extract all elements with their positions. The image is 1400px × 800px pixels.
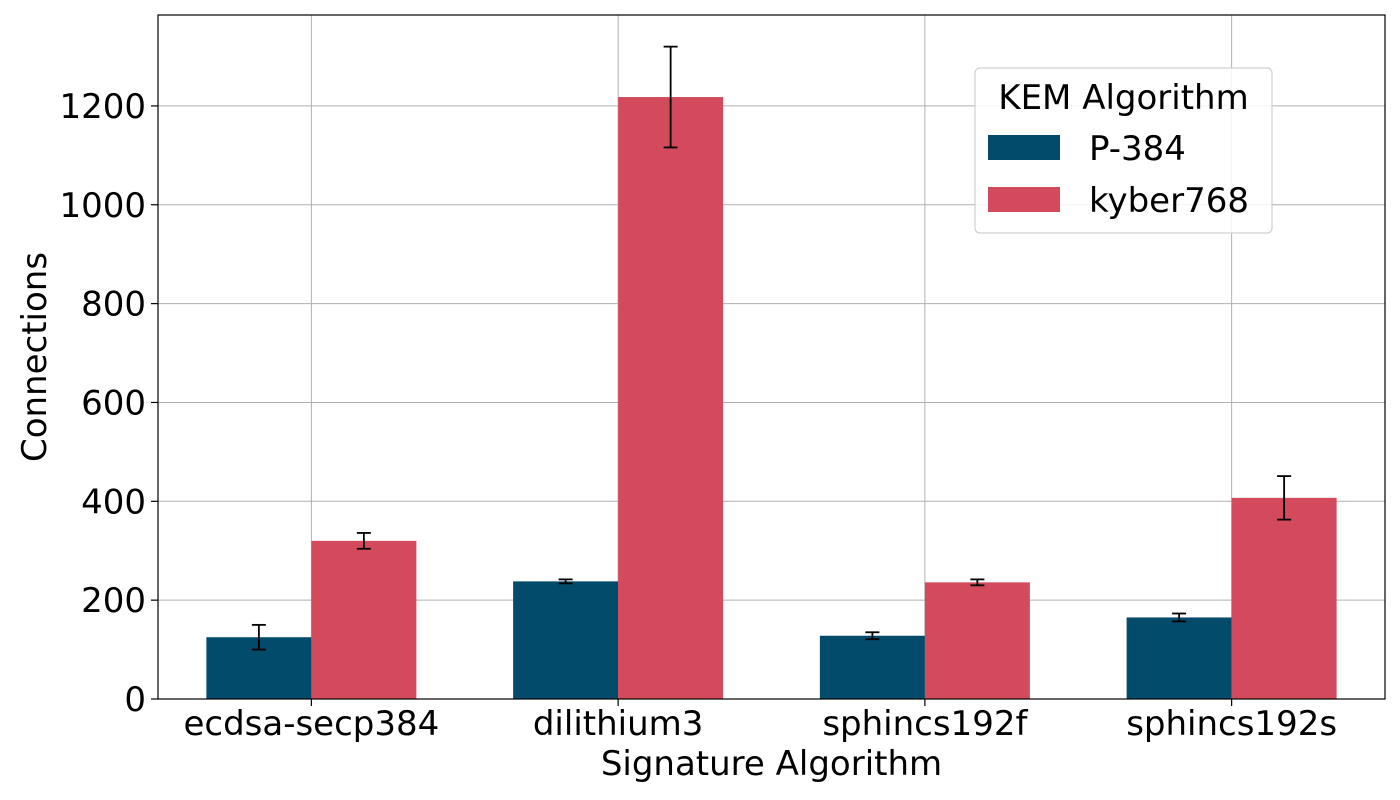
bar-kyber768 — [311, 540, 417, 699]
legend-items: P-384 kyber768 — [988, 129, 1249, 221]
x-tick-label: dilithium3 — [533, 704, 704, 744]
y-tick-label: 400 — [81, 482, 146, 522]
legend-swatch — [988, 187, 1060, 212]
x-axis-ticks: ecdsa-secp384 dilithium3 sphincs192f sphinc… — [183, 699, 1337, 744]
bar-kyber768 — [1231, 497, 1337, 699]
y-tick-label: 1000 — [59, 186, 146, 226]
y-tick-label: 0 — [124, 680, 146, 720]
legend-item: P-384 — [988, 129, 1186, 169]
error-bar — [663, 45, 678, 149]
error-bar — [865, 631, 880, 641]
y-tick-label: 200 — [81, 581, 146, 621]
plot-frame — [157, 14, 1386, 700]
y-tick-label: 1200 — [59, 87, 146, 127]
y-tick-label: 800 — [81, 285, 146, 325]
y-axis-ticks: 0 200 400 600 800 1000 1200 — [59, 87, 158, 720]
legend-label: P-384 — [1089, 129, 1186, 169]
bar-kyber768 — [924, 582, 1030, 699]
x-tick-label: sphincs192s — [1126, 704, 1337, 744]
legend-swatch — [988, 135, 1060, 160]
error-bar — [1277, 475, 1292, 521]
x-tick-label: ecdsa-secp384 — [183, 704, 439, 744]
x-axis-label: Signature Algorithm — [601, 744, 942, 784]
legend-label: kyber768 — [1089, 181, 1249, 221]
error-bar — [1172, 612, 1187, 623]
y-axis-label: Connections — [15, 252, 55, 462]
error-bar — [356, 532, 371, 550]
bars — [206, 97, 1337, 699]
x-tick-label: sphincs192f — [822, 704, 1028, 744]
bar-p-384 — [1126, 617, 1232, 699]
error-bar — [970, 578, 985, 587]
legend-title: KEM Algorithm — [998, 78, 1248, 118]
bar-p-384 — [513, 581, 619, 699]
y-tick-label: 600 — [81, 383, 146, 423]
legend: KEM Algorithm P-384 kyber768 — [974, 67, 1273, 234]
bar-p-384 — [819, 635, 925, 699]
bar-kyber768 — [618, 97, 724, 699]
error-bar — [558, 578, 573, 585]
error-bars — [251, 45, 1292, 651]
error-bar — [251, 623, 266, 651]
legend-item: kyber768 — [988, 181, 1249, 221]
